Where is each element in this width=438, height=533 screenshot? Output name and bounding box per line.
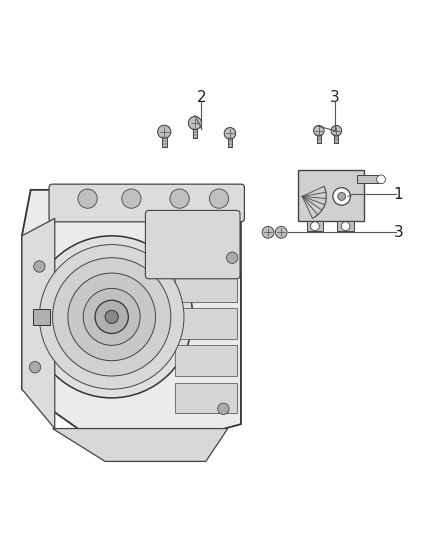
FancyBboxPatch shape [145, 211, 240, 279]
Circle shape [95, 300, 128, 334]
Circle shape [39, 245, 184, 389]
Bar [33, 309, 50, 325]
Bar [175, 383, 237, 413]
Bar [335, 131, 338, 143]
Circle shape [122, 189, 141, 208]
Circle shape [105, 310, 118, 324]
Circle shape [68, 273, 155, 361]
Bar [175, 308, 237, 339]
Bar [317, 131, 321, 143]
Polygon shape [22, 219, 55, 429]
Circle shape [275, 227, 287, 238]
Bar [175, 233, 237, 264]
Circle shape [262, 227, 274, 238]
Circle shape [314, 125, 324, 136]
Bar [162, 132, 166, 147]
Polygon shape [53, 429, 228, 462]
Bar [307, 221, 323, 231]
Bar [337, 221, 354, 231]
Text: 3: 3 [330, 91, 340, 106]
Circle shape [226, 252, 238, 263]
Circle shape [53, 258, 171, 376]
Circle shape [331, 125, 342, 136]
Text: 3: 3 [394, 225, 403, 240]
Circle shape [29, 361, 41, 373]
Circle shape [209, 189, 229, 208]
Circle shape [224, 127, 236, 139]
Polygon shape [22, 190, 241, 457]
Circle shape [338, 192, 346, 200]
Circle shape [31, 236, 193, 398]
Circle shape [333, 188, 350, 205]
Circle shape [377, 175, 385, 184]
Circle shape [170, 189, 189, 208]
Bar [175, 197, 237, 227]
Bar [357, 175, 381, 183]
Circle shape [188, 117, 201, 130]
Bar [298, 170, 364, 221]
Circle shape [34, 261, 45, 272]
Circle shape [83, 288, 140, 345]
Bar [175, 271, 237, 302]
Circle shape [78, 189, 97, 208]
Text: 1: 1 [394, 187, 403, 201]
Circle shape [341, 222, 350, 231]
Circle shape [158, 125, 171, 139]
Circle shape [311, 222, 319, 231]
FancyBboxPatch shape [49, 184, 244, 222]
Bar [175, 345, 237, 376]
Text: 2: 2 [197, 91, 206, 106]
Circle shape [218, 403, 229, 415]
Bar [228, 133, 232, 147]
Bar [193, 123, 197, 139]
